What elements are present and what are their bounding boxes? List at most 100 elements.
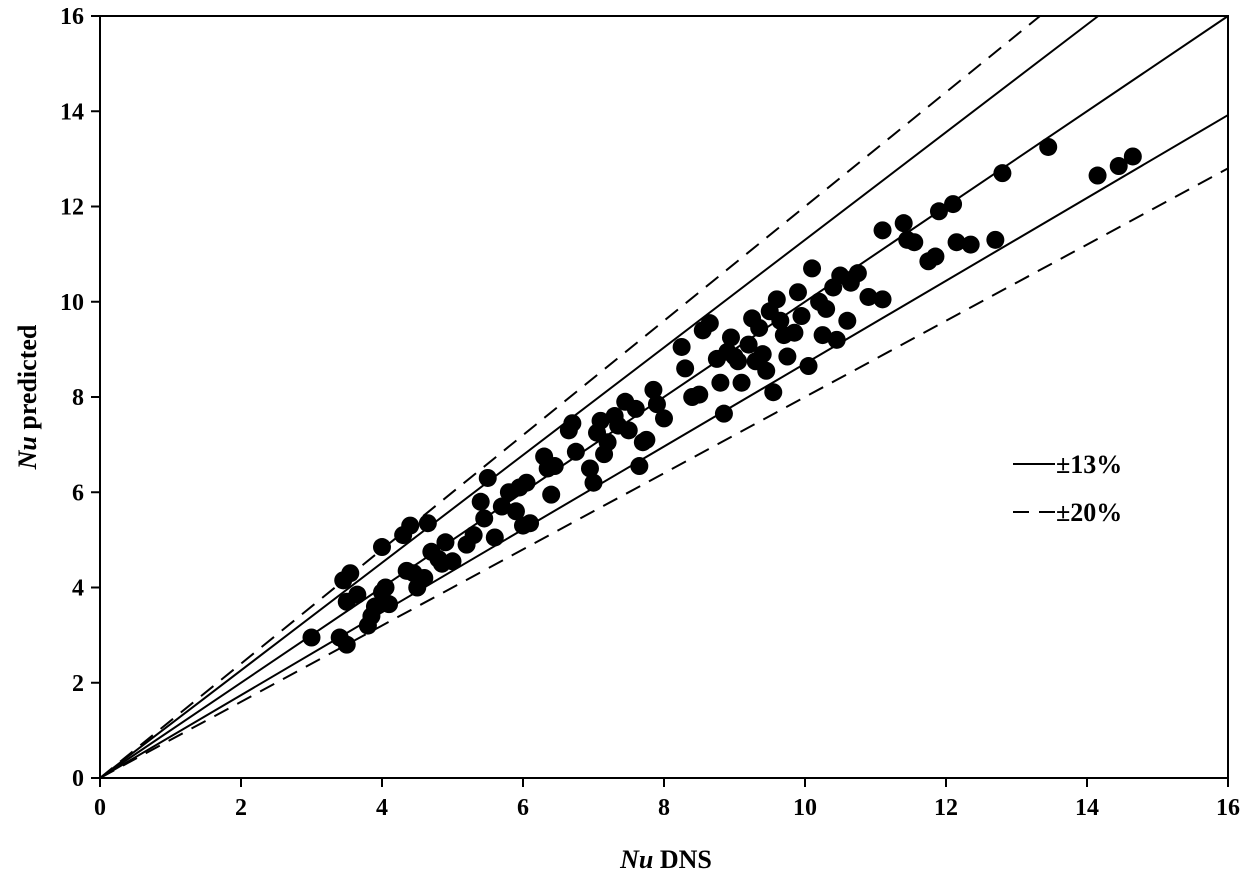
data-point xyxy=(764,383,783,402)
data-point xyxy=(739,335,758,354)
data-point xyxy=(337,635,356,654)
legend: ±13% ±20% xyxy=(1013,450,1122,527)
y-axis-title-italic: Nu xyxy=(13,436,42,470)
data-point xyxy=(813,326,832,345)
data-point xyxy=(542,485,561,504)
y-tick-label: 12 xyxy=(60,195,84,221)
data-point xyxy=(690,385,709,404)
data-point xyxy=(373,538,391,557)
data-point xyxy=(1039,137,1058,156)
data-point xyxy=(348,585,367,604)
x-tick-label: 14 xyxy=(1075,795,1099,821)
data-point xyxy=(894,214,913,233)
data-point xyxy=(961,235,980,254)
data-point xyxy=(827,330,846,349)
data-point xyxy=(598,433,617,452)
y-tick-label: 10 xyxy=(60,290,84,316)
x-tick-label: 6 xyxy=(517,795,529,821)
data-point xyxy=(517,473,536,492)
data-point xyxy=(803,259,822,278)
data-point xyxy=(580,459,599,478)
data-point xyxy=(1123,147,1142,166)
data-point xyxy=(492,497,511,516)
data-point xyxy=(471,492,490,511)
data-point xyxy=(1109,157,1128,176)
data-point xyxy=(401,516,420,535)
data-point xyxy=(376,578,395,597)
data-point xyxy=(944,195,963,214)
data-point xyxy=(563,414,582,433)
data-point xyxy=(757,361,776,380)
solid-bound-line-lower xyxy=(99,114,1229,779)
data-point xyxy=(619,421,638,440)
y-tick-label: 16 xyxy=(60,4,84,30)
data-point xyxy=(584,473,603,492)
data-point xyxy=(778,347,797,366)
data-point xyxy=(700,314,719,333)
data-point xyxy=(647,395,666,414)
data-point xyxy=(753,345,772,364)
y-tick-label: 4 xyxy=(72,576,84,602)
x-axis-title-rest: DNS xyxy=(653,845,712,874)
data-point xyxy=(506,502,525,521)
data-point xyxy=(380,595,399,614)
solid-bound-line-upper xyxy=(99,15,1099,779)
data-point xyxy=(817,299,836,318)
data-point xyxy=(729,352,748,371)
data-point xyxy=(676,359,695,378)
data-point xyxy=(655,409,673,428)
data-point xyxy=(838,311,857,330)
data-point xyxy=(732,373,751,392)
data-point xyxy=(464,526,483,545)
data-point xyxy=(750,318,769,337)
x-tick-label: 12 xyxy=(934,795,958,821)
data-point xyxy=(711,373,730,392)
x-tick-label: 16 xyxy=(1216,795,1240,821)
data-point xyxy=(545,457,564,476)
data-point xyxy=(478,468,497,487)
x-axis-title: Nu DNS xyxy=(619,845,712,874)
data-point xyxy=(771,311,790,330)
y-tick-label: 8 xyxy=(72,385,84,411)
data-point xyxy=(785,323,804,342)
data-point xyxy=(929,202,948,221)
y-tick-label: 6 xyxy=(72,480,84,506)
data-point xyxy=(926,247,945,266)
legend-label-20: ±20% xyxy=(1056,498,1122,527)
data-point xyxy=(630,457,649,476)
axis-ticks: 0 2 4 6 8 10 12 14 16 0 2 4 6 8 10 12 14 16 xyxy=(60,4,1240,821)
data-point xyxy=(436,533,455,552)
data-points xyxy=(302,137,1142,654)
data-point xyxy=(873,221,892,240)
data-point xyxy=(443,552,462,571)
x-tick-label: 2 xyxy=(235,795,247,821)
data-point xyxy=(566,442,585,461)
data-point xyxy=(672,337,691,356)
data-point xyxy=(365,597,384,616)
data-point xyxy=(475,509,494,528)
x-tick-label: 0 xyxy=(94,795,106,821)
data-point xyxy=(341,564,360,583)
data-point xyxy=(418,514,437,533)
data-point xyxy=(591,411,610,430)
dashed-bound-line-upper xyxy=(99,15,1041,779)
legend-label-13: ±13% xyxy=(1056,450,1122,479)
data-point xyxy=(721,328,740,347)
y-tick-label: 2 xyxy=(72,671,84,697)
data-point xyxy=(859,287,878,306)
data-point xyxy=(714,404,733,423)
parity-line xyxy=(99,15,1229,779)
x-axis-title-italic: Nu xyxy=(619,845,653,874)
y-tick-label: 14 xyxy=(60,99,84,125)
data-point xyxy=(302,628,321,647)
data-point xyxy=(644,380,663,399)
data-point xyxy=(905,233,924,252)
dashed-bound-line-lower xyxy=(99,167,1229,779)
x-tick-label: 10 xyxy=(793,795,817,821)
data-point xyxy=(637,430,656,449)
data-point xyxy=(873,290,892,309)
data-point xyxy=(986,230,1005,249)
y-axis-title-rest: predicted xyxy=(13,324,42,436)
x-tick-label: 8 xyxy=(658,795,670,821)
